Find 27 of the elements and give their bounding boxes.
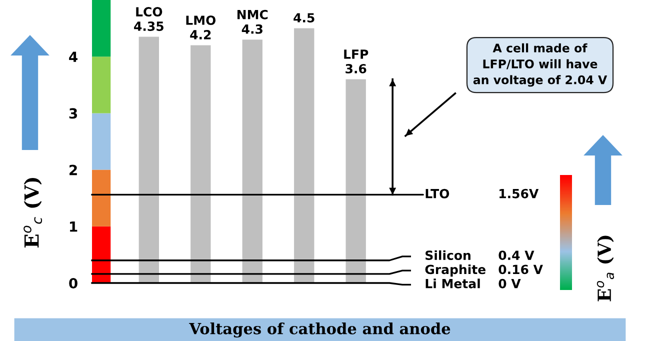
text: LTO 1.56V: [426, 188, 539, 198]
bar: [138, 36, 159, 283]
bar: [294, 28, 314, 283]
text: Voltages of cathode and anode: [189, 322, 450, 338]
x-tick-label: NMC: [237, 10, 268, 20]
y-tick-label: 2: [70, 164, 77, 176]
text: Silicon 0.4 V: [426, 250, 534, 260]
data-label: 4.3: [242, 24, 262, 34]
text: A cell made of LFP/LTO will have an voltage of 2.04 V: [473, 43, 608, 87]
data-label: 3.6: [346, 64, 366, 74]
y-tick-label: 3: [69, 108, 78, 119]
x-tick-label: LMO: [186, 16, 216, 25]
bar: [346, 79, 366, 283]
data-label: 4.5: [294, 13, 314, 22]
y-axis-title: E$^{o}$$_{c}$ (V): [24, 178, 42, 248]
data-label: 4.2: [190, 30, 211, 40]
data-label: 4.35: [134, 22, 164, 31]
y-tick-label: 0: [69, 278, 78, 288]
y-tick-label: 4: [69, 52, 78, 62]
ref-line-label: Graphite 0.16 V: [425, 264, 543, 277]
x-tick-label: LCO: [136, 7, 162, 16]
x-tick-label: LFP: [344, 50, 368, 59]
bar: [242, 40, 262, 283]
text: E$^{o}$$_{a}$ (V): [596, 236, 614, 302]
y-tick-label: 1: [70, 222, 78, 232]
bar: [190, 45, 211, 283]
text: Li Metal 0 V: [426, 278, 521, 288]
